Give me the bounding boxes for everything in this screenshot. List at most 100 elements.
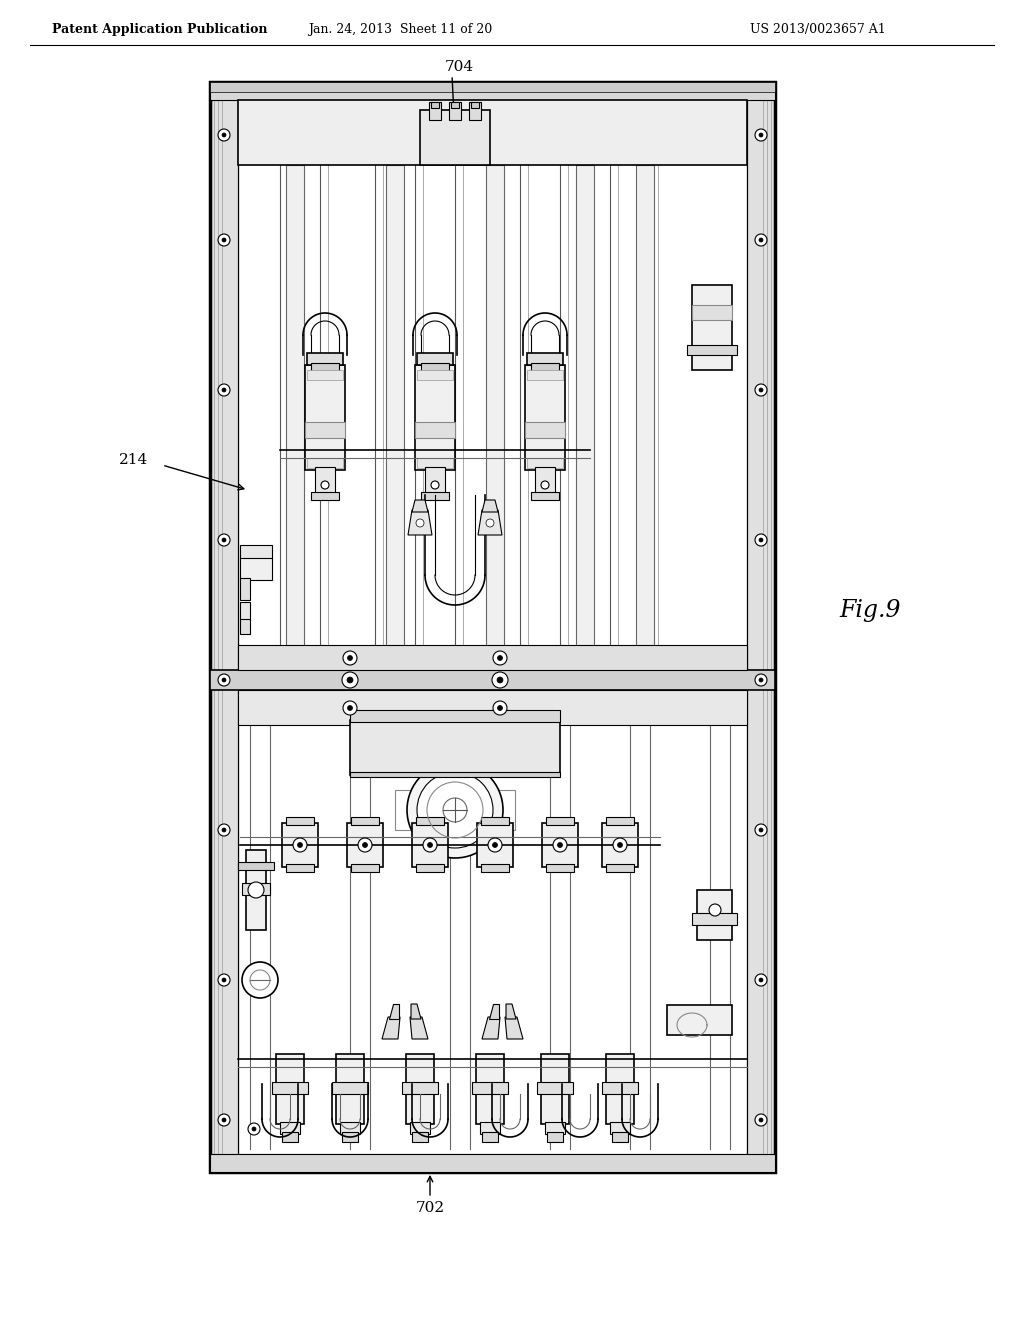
Bar: [240, 578, 250, 601]
Text: Patent Application Publication: Patent Application Publication: [52, 24, 267, 37]
Circle shape: [427, 842, 432, 847]
Bar: [531, 363, 559, 371]
Polygon shape: [478, 510, 502, 535]
Bar: [286, 817, 314, 825]
Bar: [482, 1133, 498, 1142]
Bar: [242, 883, 270, 895]
Circle shape: [407, 762, 503, 858]
Circle shape: [488, 838, 502, 851]
Bar: [480, 1122, 500, 1134]
Bar: [429, 102, 441, 120]
Circle shape: [222, 238, 226, 242]
Circle shape: [493, 651, 507, 665]
Circle shape: [759, 1118, 763, 1122]
Bar: [406, 1053, 434, 1125]
Bar: [415, 422, 455, 438]
Text: Jan. 24, 2013  Sheet 11 of 20: Jan. 24, 2013 Sheet 11 of 20: [308, 24, 493, 37]
Bar: [469, 102, 481, 120]
Circle shape: [218, 234, 230, 246]
Bar: [667, 1005, 732, 1035]
Circle shape: [498, 656, 503, 660]
Polygon shape: [489, 1005, 499, 1019]
Bar: [575, 165, 594, 671]
Circle shape: [222, 1118, 226, 1122]
Circle shape: [759, 388, 763, 392]
Circle shape: [759, 978, 763, 982]
Circle shape: [759, 678, 763, 682]
Bar: [527, 370, 563, 380]
Circle shape: [755, 234, 767, 246]
Circle shape: [613, 838, 627, 851]
Circle shape: [416, 519, 424, 527]
Bar: [307, 370, 343, 380]
Circle shape: [218, 675, 230, 686]
Circle shape: [755, 824, 767, 836]
Circle shape: [222, 133, 226, 137]
Bar: [350, 710, 560, 722]
Text: 702: 702: [416, 1201, 444, 1214]
Bar: [547, 1133, 563, 1142]
Bar: [395, 789, 515, 830]
Bar: [606, 817, 634, 825]
Bar: [238, 690, 746, 1154]
Bar: [238, 690, 746, 725]
Text: 704: 704: [445, 59, 474, 74]
Circle shape: [298, 842, 302, 847]
Circle shape: [417, 772, 493, 847]
Bar: [417, 352, 453, 366]
Circle shape: [498, 705, 503, 710]
Circle shape: [222, 388, 226, 392]
Bar: [415, 366, 455, 470]
Circle shape: [358, 838, 372, 851]
Bar: [542, 822, 578, 867]
Circle shape: [347, 656, 352, 660]
Polygon shape: [482, 1016, 500, 1039]
Bar: [471, 102, 479, 108]
Polygon shape: [412, 500, 428, 512]
Circle shape: [218, 535, 230, 546]
Bar: [449, 102, 461, 120]
Bar: [238, 862, 274, 870]
Circle shape: [755, 1114, 767, 1126]
Circle shape: [248, 1123, 260, 1135]
Bar: [282, 1133, 298, 1142]
Bar: [421, 492, 449, 500]
Bar: [697, 890, 732, 940]
Bar: [350, 772, 560, 777]
Bar: [240, 619, 250, 634]
Bar: [610, 1122, 630, 1134]
Circle shape: [431, 480, 439, 488]
Bar: [286, 865, 314, 873]
Circle shape: [362, 842, 368, 847]
Circle shape: [252, 1127, 256, 1131]
Circle shape: [759, 238, 763, 242]
Polygon shape: [389, 1005, 399, 1019]
Bar: [305, 366, 345, 470]
Bar: [546, 817, 574, 825]
Circle shape: [242, 962, 278, 998]
Bar: [336, 1053, 364, 1125]
Circle shape: [755, 675, 767, 686]
Bar: [451, 102, 459, 108]
Bar: [282, 822, 318, 867]
Bar: [305, 422, 345, 438]
Bar: [687, 345, 737, 355]
Bar: [311, 492, 339, 500]
Bar: [276, 1053, 304, 1125]
Polygon shape: [382, 1016, 400, 1039]
Bar: [332, 1082, 368, 1094]
Bar: [417, 370, 453, 380]
Bar: [606, 865, 634, 873]
Circle shape: [423, 838, 437, 851]
Bar: [425, 467, 445, 495]
Bar: [535, 467, 555, 495]
Circle shape: [759, 828, 763, 832]
Bar: [527, 458, 563, 469]
Bar: [541, 1053, 569, 1125]
Bar: [307, 352, 343, 366]
Bar: [431, 102, 439, 108]
Circle shape: [347, 705, 352, 710]
Bar: [746, 82, 775, 1172]
Bar: [546, 865, 574, 873]
Circle shape: [222, 539, 226, 543]
